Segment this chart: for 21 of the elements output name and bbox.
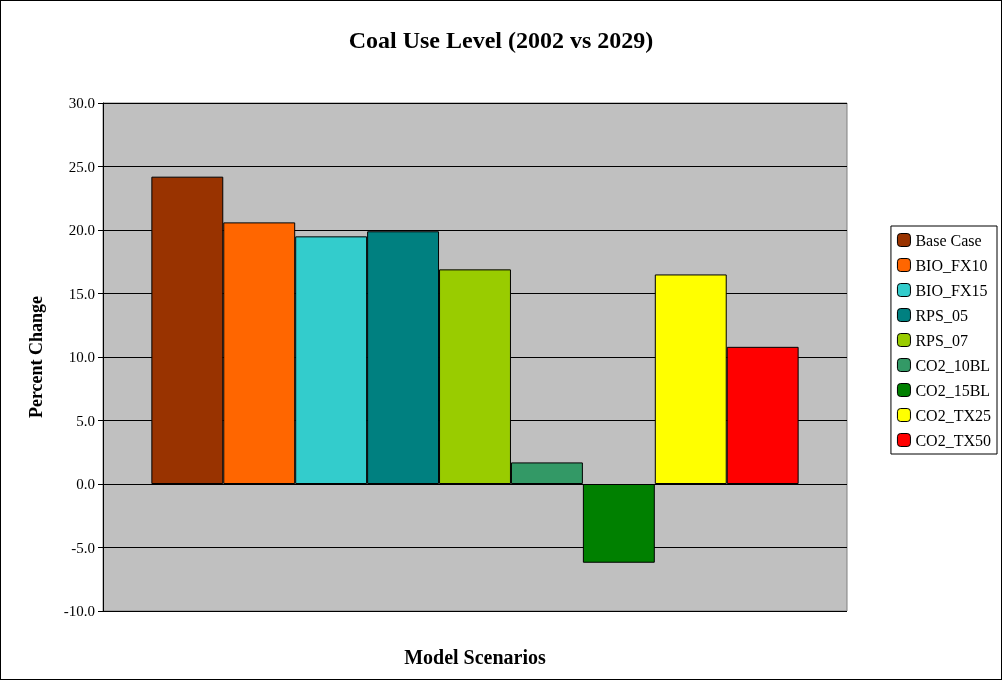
chart-title: Coal Use Level (2002 vs 2029) bbox=[348, 27, 654, 53]
y-tick-label: 0.0 bbox=[76, 476, 95, 492]
legend-label: CO2_TX50 bbox=[915, 431, 992, 449]
legend-label: CO2_TX25 bbox=[915, 406, 992, 424]
legend-label: RPS_07 bbox=[915, 331, 968, 349]
y-tick-label: 25.0 bbox=[68, 158, 95, 175]
x-axis-title: Model Scenarios bbox=[404, 646, 547, 668]
legend-label: RPS_05 bbox=[915, 306, 968, 324]
y-tick-label: -10.0 bbox=[63, 603, 95, 619]
legend-label: CO2_10BL bbox=[915, 356, 991, 374]
legend-label: Base Case bbox=[915, 231, 982, 249]
y-tick-label: 5.0 bbox=[76, 412, 95, 429]
y-tick-label: -5.0 bbox=[71, 539, 95, 556]
y-tick-label: 15.0 bbox=[68, 285, 95, 302]
y-tick-label: 30.0 bbox=[68, 95, 95, 111]
y-tick-label: 10.0 bbox=[68, 349, 95, 365]
y-axis-title: Percent Change bbox=[26, 295, 46, 419]
y-tick-label: 20.0 bbox=[68, 222, 95, 238]
legend-label: CO2_15BL bbox=[915, 381, 991, 399]
legend-label: BIO_FX10 bbox=[915, 256, 988, 274]
legend-label: BIO_FX15 bbox=[915, 281, 988, 299]
